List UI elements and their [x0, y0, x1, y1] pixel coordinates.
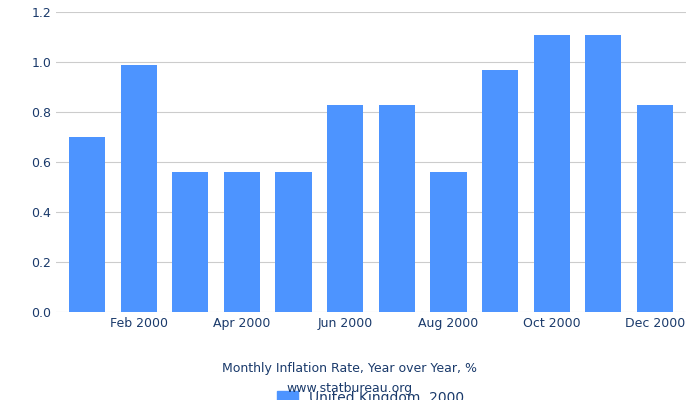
Bar [430, 172, 466, 312]
Bar [585, 34, 622, 312]
Bar [482, 70, 518, 312]
Legend: United Kingdom, 2000: United Kingdom, 2000 [272, 385, 470, 400]
Bar [379, 104, 415, 312]
Text: www.statbureau.org: www.statbureau.org [287, 382, 413, 395]
Bar [69, 137, 105, 312]
Bar [533, 34, 570, 312]
Bar [224, 172, 260, 312]
Bar [637, 104, 673, 312]
Bar [276, 172, 312, 312]
Text: Monthly Inflation Rate, Year over Year, %: Monthly Inflation Rate, Year over Year, … [223, 362, 477, 375]
Bar [172, 172, 209, 312]
Bar [120, 64, 157, 312]
Bar [327, 104, 363, 312]
